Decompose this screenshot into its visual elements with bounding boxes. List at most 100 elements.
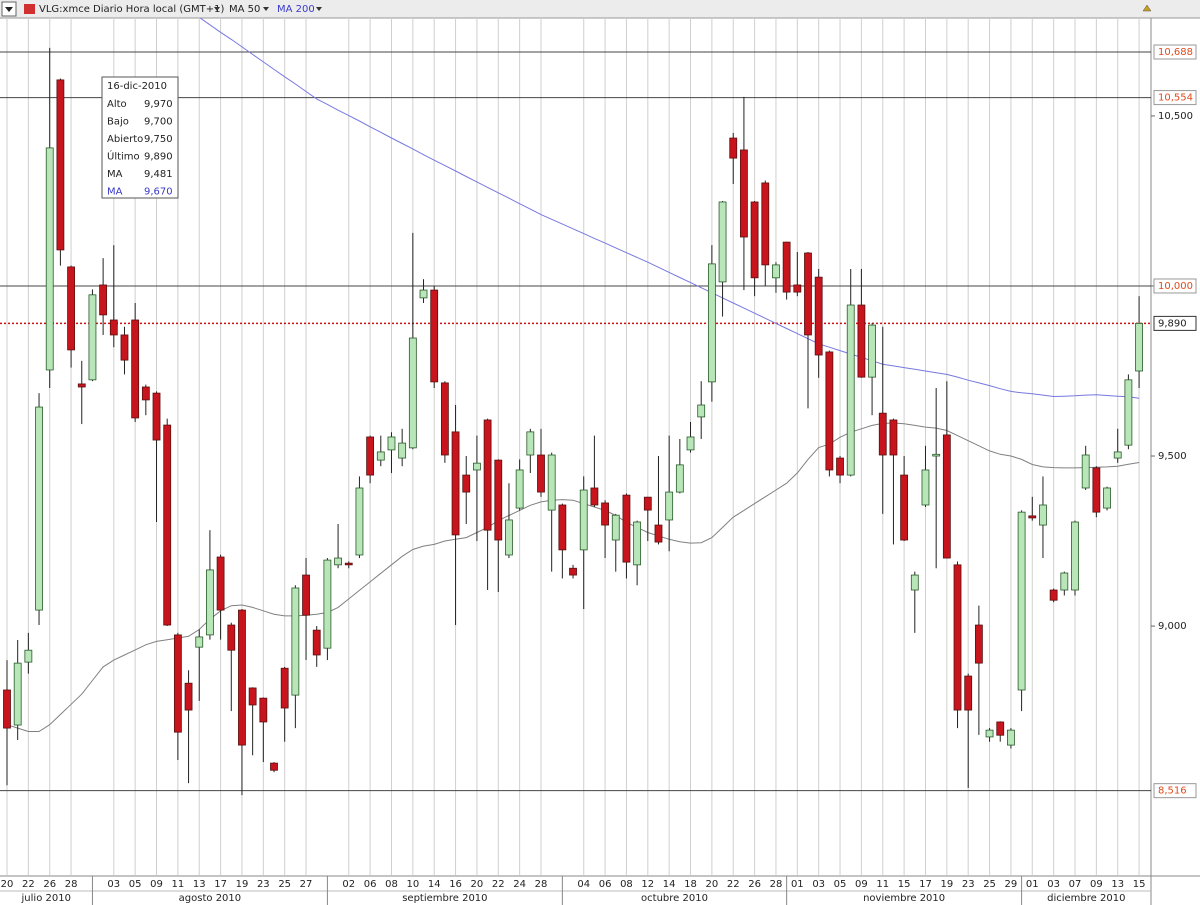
candle-body xyxy=(772,264,780,279)
tooltip-label: Último xyxy=(107,150,140,163)
symbol: VLG:xmce Diario Hora local (GMT+1) xyxy=(39,4,224,15)
level-label: 10,688 xyxy=(1158,47,1193,58)
candle-body xyxy=(1081,454,1090,489)
dropdown-arrow[interactable] xyxy=(214,7,220,11)
x-tick-label: 05 xyxy=(834,879,847,890)
level-label-box xyxy=(1153,278,1197,294)
x-tick-label: 25 xyxy=(983,879,996,890)
candle-body xyxy=(1113,451,1122,459)
scroll-up[interactable] xyxy=(1142,4,1152,12)
candle-body xyxy=(547,454,556,511)
candle-body xyxy=(398,442,407,459)
x-tick-label: 20 xyxy=(471,879,484,890)
last-price-box xyxy=(1153,315,1197,331)
candle-body xyxy=(184,682,193,711)
x-tick-label: 19 xyxy=(940,879,953,890)
x-tick-label: 01 xyxy=(1026,879,1039,890)
month-label: noviembre 2010 xyxy=(863,893,945,904)
candle-body xyxy=(633,521,642,566)
candle-body xyxy=(195,636,204,648)
candle-body xyxy=(707,263,716,383)
x-tick-label: 11 xyxy=(876,879,889,890)
dropdown-arrow[interactable] xyxy=(263,7,269,11)
x-tick-label: 24 xyxy=(513,879,526,890)
candle-body xyxy=(836,457,844,476)
level-label: 10,000 xyxy=(1158,281,1193,292)
x-tick-label: 27 xyxy=(300,879,313,890)
candle-body xyxy=(440,382,449,456)
candle-body xyxy=(665,491,674,521)
candle-body xyxy=(654,524,663,543)
candle-body xyxy=(1103,487,1111,509)
candle-body xyxy=(88,294,97,381)
candle-body xyxy=(611,514,620,541)
candle-body xyxy=(408,337,417,449)
tooltip-label: Bajo xyxy=(107,117,129,128)
x-tick-label: 13 xyxy=(1111,879,1124,890)
candle-body xyxy=(24,649,33,663)
indicator-ma200[interactable]: MA 200 xyxy=(277,4,315,15)
x-tick-label: 20 xyxy=(706,879,719,890)
candle-body xyxy=(1017,511,1026,691)
x-tick-label: 13 xyxy=(193,879,206,890)
candle-body xyxy=(569,567,577,576)
level-label: 10,554 xyxy=(1158,93,1193,104)
y-tick-label: 9,000 xyxy=(1158,621,1187,632)
candle-body xyxy=(334,557,342,566)
x-tick-label: 15 xyxy=(1133,879,1146,890)
candle-body xyxy=(259,697,268,723)
x-tick-label: 17 xyxy=(919,879,932,890)
x-tick-label: 09 xyxy=(855,879,868,890)
tooltip-value: 9,670 xyxy=(144,187,173,198)
candle-body xyxy=(825,351,834,471)
x-tick-label: 02 xyxy=(342,879,355,890)
moving-average xyxy=(199,18,1140,399)
candle-body xyxy=(280,667,289,709)
candle-body xyxy=(227,624,236,651)
indicator-ma50[interactable]: MA 50 xyxy=(229,4,260,15)
candle-body xyxy=(953,564,962,711)
x-tick-label: 15 xyxy=(898,879,911,890)
candle-body xyxy=(782,241,791,293)
x-tick-label: 23 xyxy=(257,879,270,890)
candle-body xyxy=(675,464,684,493)
x-tick-label: 20 xyxy=(1,879,14,890)
candle-body xyxy=(643,496,652,511)
candle-body xyxy=(99,284,108,316)
candle-body xyxy=(131,319,140,419)
candle-body xyxy=(1007,729,1015,746)
candle-body xyxy=(419,289,428,299)
candle-body xyxy=(216,556,225,611)
candle-body xyxy=(590,487,599,506)
candle-body xyxy=(344,562,353,566)
candle-body xyxy=(206,569,214,636)
dropdown-arrow[interactable] xyxy=(316,7,322,11)
candle-body xyxy=(45,147,54,371)
x-tick-label: 25 xyxy=(278,879,291,890)
level-label: 8,516 xyxy=(1158,786,1187,797)
x-tick-label: 29 xyxy=(1005,879,1018,890)
tooltip-box xyxy=(101,76,179,199)
candle-body xyxy=(1060,572,1069,591)
candle-body xyxy=(697,404,706,418)
tooltip-label: MA xyxy=(107,169,123,180)
candle-body xyxy=(601,502,609,526)
candle-body xyxy=(312,629,321,656)
candle-body xyxy=(141,386,150,401)
candle-body xyxy=(1124,379,1133,446)
last-price-label: 9,890 xyxy=(1158,318,1187,329)
candle-body xyxy=(473,462,481,471)
x-tick-label: 23 xyxy=(962,879,975,890)
candle-body xyxy=(868,324,876,378)
candle-body xyxy=(526,431,535,456)
candle-body xyxy=(515,469,524,509)
candle-body xyxy=(238,609,246,746)
x-tick-label: 06 xyxy=(364,879,377,890)
candle-body xyxy=(878,412,887,456)
x-tick-label: 26 xyxy=(43,879,56,890)
candle-body xyxy=(1039,504,1047,526)
candle-body xyxy=(1135,322,1143,372)
month-label: julio 2010 xyxy=(21,893,71,904)
candle-body xyxy=(3,689,11,729)
